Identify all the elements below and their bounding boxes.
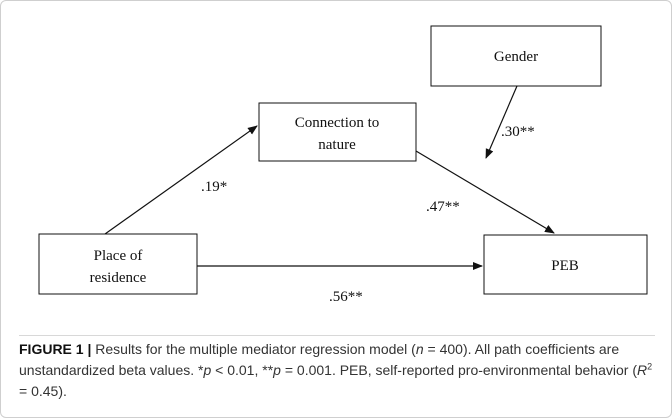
arrow (415, 150, 555, 234)
edge-label: .56** (329, 289, 363, 305)
caption-text: R (636, 362, 648, 378)
caption-text: = 400). All path coefficients are unstan… (19, 341, 620, 378)
caption-label: FIGURE 1 | (19, 341, 92, 357)
caption-text: = 0.45). (19, 383, 67, 399)
caption-text: Results for the multiple mediator regres… (91, 341, 416, 357)
node-box (430, 25, 602, 87)
node-label: nature (318, 137, 356, 153)
edge-label: .47** (426, 199, 460, 215)
caption-text: p (273, 362, 281, 378)
edge-label: .30** (501, 124, 535, 140)
caption-text: p (203, 362, 212, 378)
arrow (104, 125, 258, 235)
diagram: Gender Connection to nature Place of res… (38, 25, 648, 305)
node-label: Place of (94, 248, 143, 264)
caption-text: = 0.001. PEB, self-reported pro-environm… (280, 362, 637, 378)
node-label: Connection to (295, 115, 380, 131)
arrow (485, 85, 518, 159)
node-label: residence (90, 270, 147, 286)
node-label: Gender (494, 49, 538, 65)
node-box (258, 102, 417, 162)
caption-text: < 0.01, ** (211, 362, 274, 378)
node-box (38, 233, 198, 295)
caption-text: n (415, 341, 424, 357)
edge-label: .19* (201, 179, 227, 195)
node-box (483, 234, 648, 295)
node-label: PEB (551, 258, 579, 274)
caption-text: 2 (647, 361, 653, 372)
caption: FIGURE 1 | Results for the multiple medi… (19, 335, 655, 402)
